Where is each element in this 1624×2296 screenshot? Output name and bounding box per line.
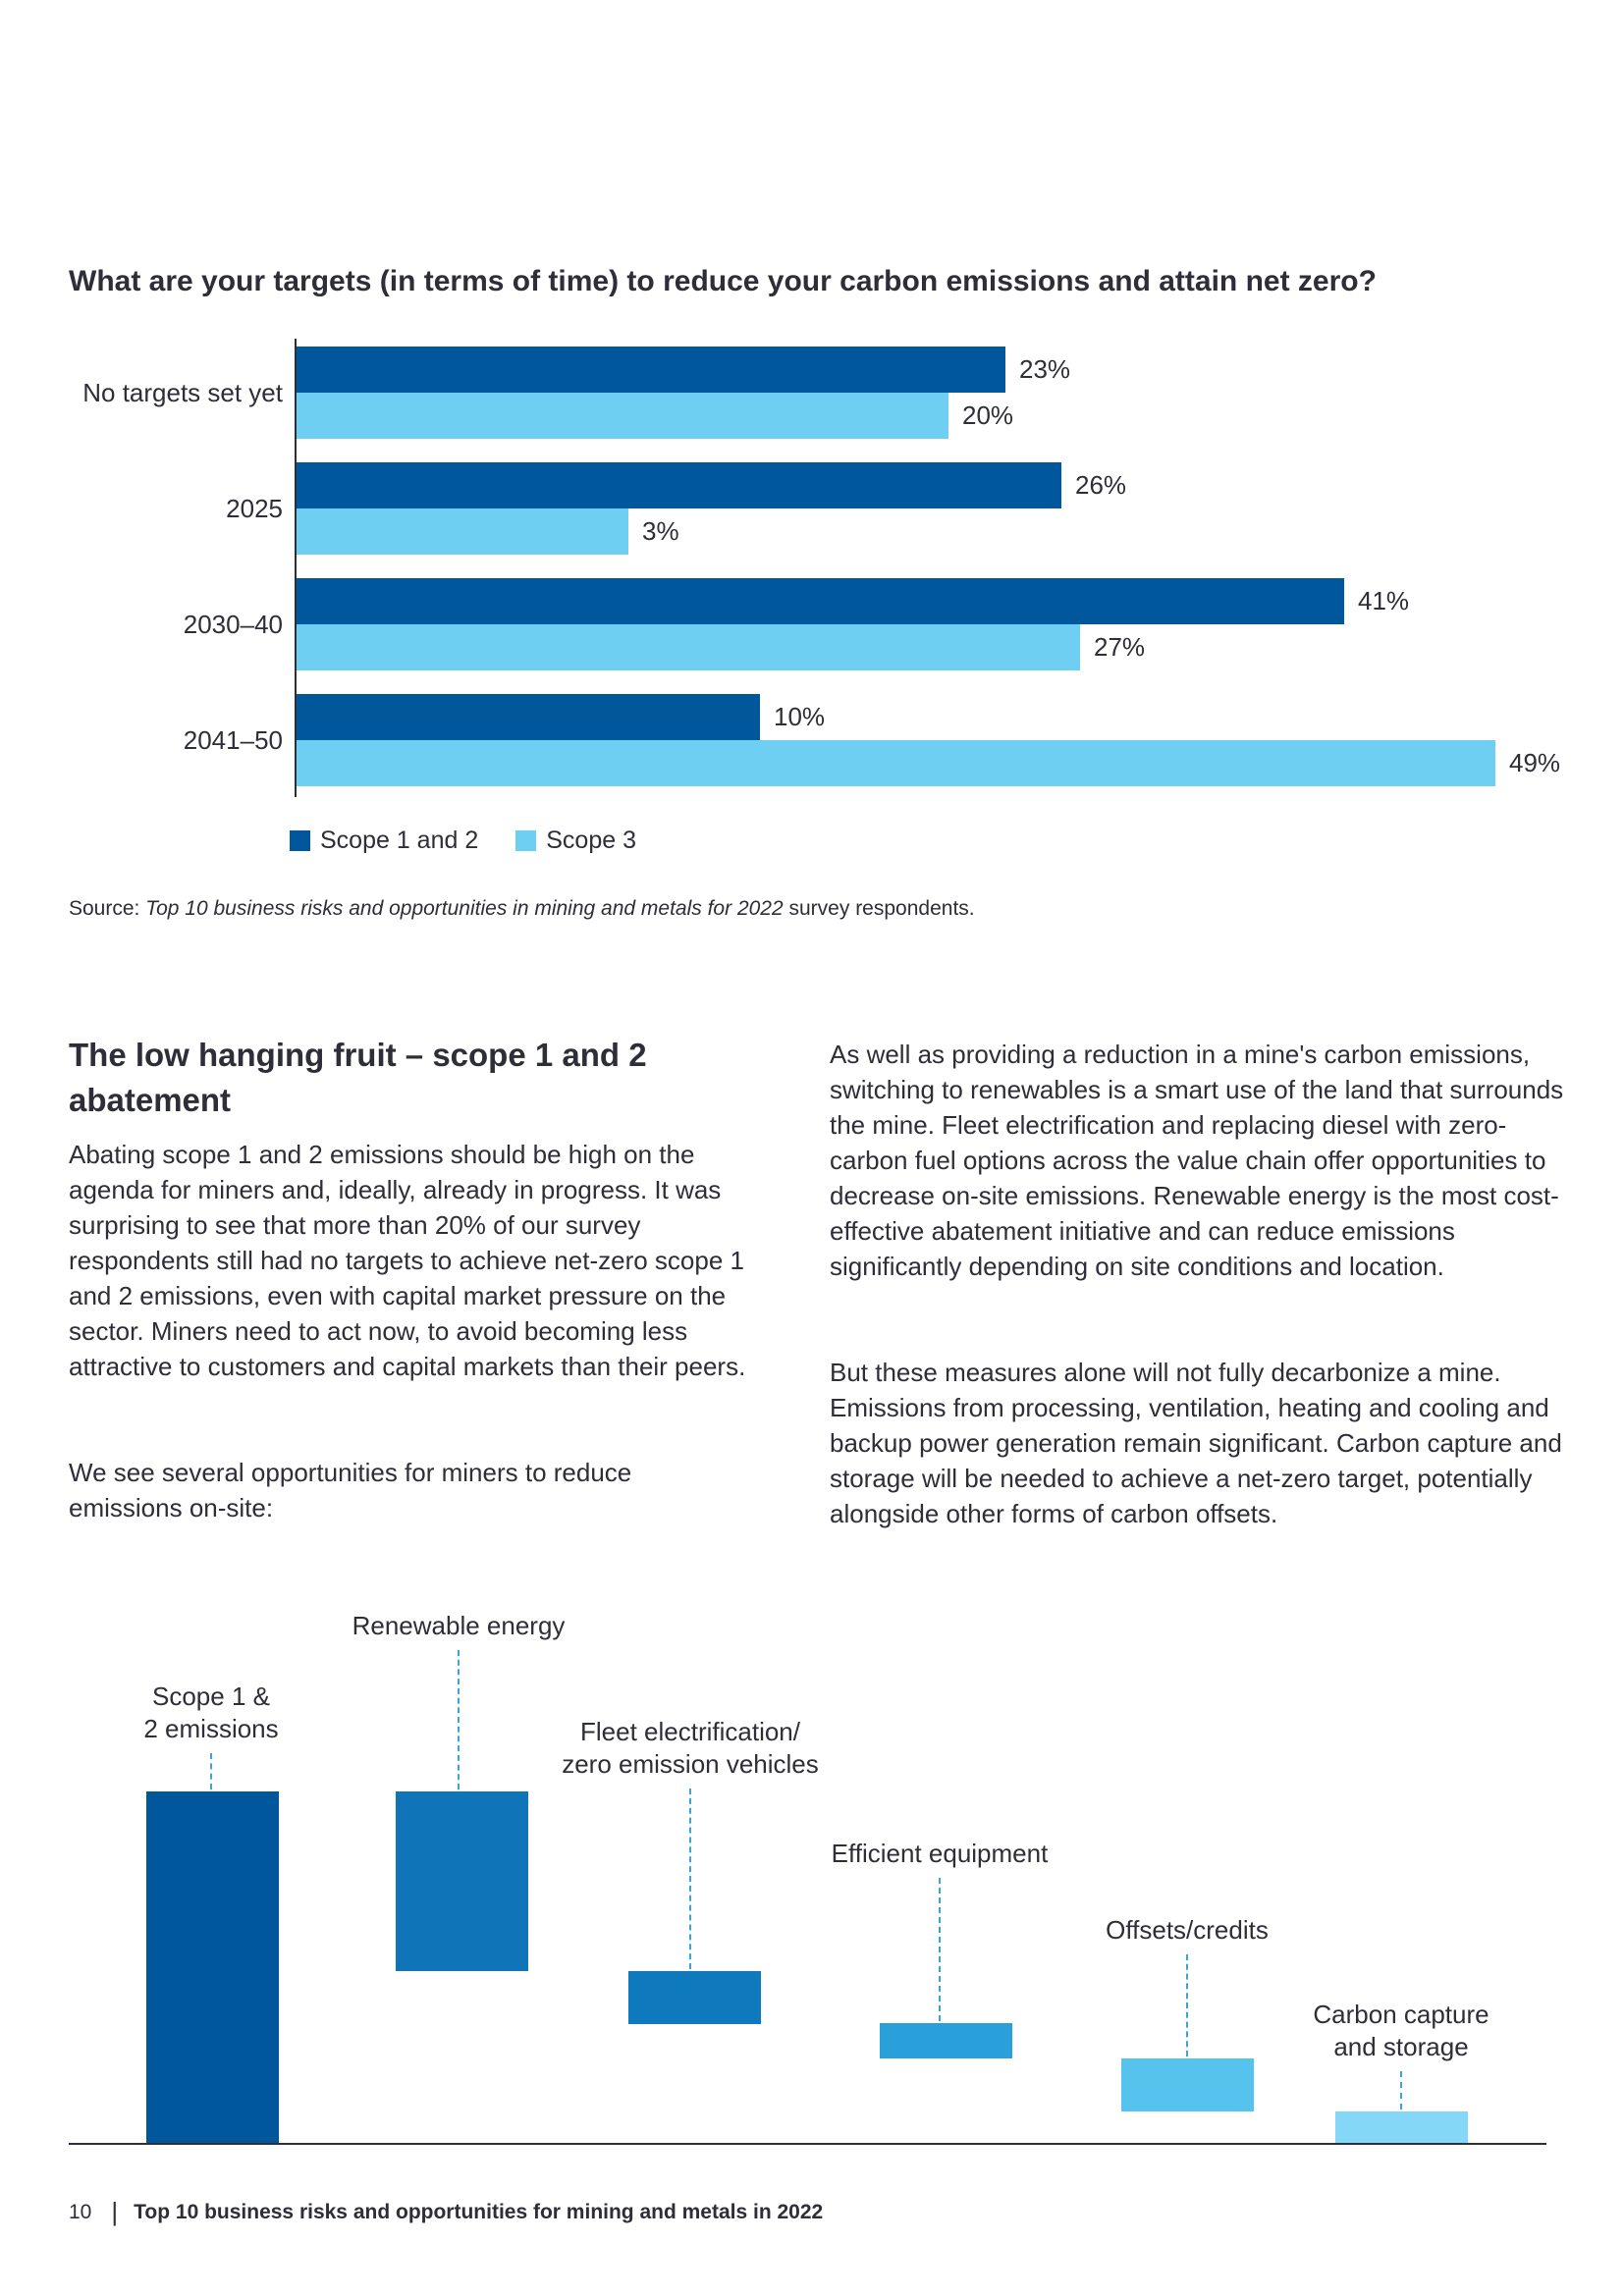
bar-scope-3 <box>297 508 628 555</box>
waterfall-step-label-line: Renewable energy <box>352 1611 566 1640</box>
category-label: 2041–50 <box>183 724 283 755</box>
waterfall-bar <box>880 2023 1012 2058</box>
waterfall-step-label: Fleet electrification/zero emission vehi… <box>445 1716 936 1781</box>
bar-scope-1-2 <box>297 462 1061 508</box>
footer-page-number: 10 <box>69 2200 92 2223</box>
waterfall-step-label-line: 2 emissions <box>143 1714 279 1743</box>
source-suffix: survey respondents. <box>783 897 975 920</box>
waterfall-step-label-line: Scope 1 & <box>152 1682 270 1711</box>
waterfall-step-label-line: Carbon capture <box>1313 2000 1489 2029</box>
legend-swatch-icon <box>515 830 537 851</box>
bar-value-label: 20% <box>962 400 1014 430</box>
page-footer: 10 | Top 10 business risks and opportuni… <box>69 2197 823 2227</box>
waterfall-connector-dashed-line <box>1400 2071 1402 2109</box>
bar-value-label: 49% <box>1509 748 1561 777</box>
waterfall-step-label: Offsets/credits <box>942 1914 1433 1947</box>
category-label: No targets set yet <box>82 377 283 407</box>
bar-scope-3 <box>297 624 1080 670</box>
bar-scope-3 <box>297 393 948 439</box>
section-heading-line2: abatement <box>69 1082 232 1118</box>
bar-scope-1-2 <box>297 347 1005 393</box>
waterfall-connector-dashed-line <box>689 1789 691 1969</box>
waterfall-bar <box>146 1791 279 2143</box>
waterfall-step-label: Efficient equipment <box>694 1838 1185 1870</box>
footer-separator: | <box>111 2197 119 2226</box>
waterfall-bar <box>628 1971 761 2024</box>
bar-value-label: 23% <box>1019 354 1071 384</box>
source-italic-title: Top 10 business risks and opportunities … <box>145 897 784 920</box>
bar-scope-1-2 <box>297 694 760 740</box>
waterfall-step-label: Renewable energy <box>213 1610 704 1642</box>
waterfall-step-label-line: Efficient equipment <box>831 1839 1049 1868</box>
survey-chart-legend: Scope 1 and 2 Scope 3 <box>290 827 636 855</box>
bar-scope-3 <box>297 740 1495 786</box>
waterfall-step-label-line: Offsets/credits <box>1106 1915 1269 1945</box>
survey-bar-chart: No targets set yet 23% 20% 2025 26% 3% 2030–40… <box>69 334 1600 805</box>
source-line: Source: Top 10 business risks and opport… <box>69 897 1443 921</box>
category-label: 2025 <box>226 493 283 523</box>
left-column-paragraph-1: Abating scope 1 and 2 emissions should b… <box>69 1140 746 1381</box>
right-column-paragraph-2: But these measures alone will not fully … <box>830 1358 1562 1528</box>
waterfall-bar <box>396 1791 528 1971</box>
bar-value-label: 27% <box>1094 632 1146 662</box>
section-heading: The low hanging fruit – scope 1 and 2 ab… <box>69 1033 776 1123</box>
legend-swatch-icon <box>290 830 310 851</box>
waterfall-bar <box>1335 2111 1468 2143</box>
legend-item: Scope 1 and 2 <box>290 827 478 855</box>
legend-label: Scope 3 <box>546 827 636 854</box>
waterfall-connector-dashed-line <box>210 1753 212 1789</box>
waterfall-step-label: Scope 1 & 2 emissions <box>0 1681 457 1745</box>
bar-scope-1-2 <box>297 578 1344 624</box>
legend-item: Scope 3 <box>515 827 636 855</box>
source-prefix: Source: <box>69 897 146 920</box>
bar-value-label: 10% <box>774 702 826 731</box>
section-heading-line1: The low hanging fruit – scope 1 and 2 <box>69 1037 647 1073</box>
waterfall-step-label-line: zero emission vehicles <box>562 1749 819 1779</box>
left-column-paragraph-2: We see several opportunities for miners … <box>69 1458 632 1522</box>
bar-value-label: 3% <box>642 516 679 546</box>
waterfall-step-label: Carbon capture and storage <box>1156 1999 1624 2063</box>
footer-report-title: Top 10 business risks and opportunities … <box>134 2200 824 2223</box>
legend-label: Scope 1 and 2 <box>320 827 479 854</box>
survey-chart-title: What are your targets (in terms of time)… <box>69 265 1377 297</box>
waterfall-axis-line <box>69 2143 1546 2145</box>
waterfall-connector-dashed-line <box>939 1878 941 2021</box>
waterfall-connector-dashed-line <box>458 1650 460 1789</box>
waterfall-connector-dashed-line <box>1186 1954 1188 2056</box>
bar-chart-axis-line <box>295 339 297 797</box>
bar-value-label: 41% <box>1358 586 1410 615</box>
bar-value-label: 26% <box>1075 470 1127 500</box>
waterfall-step-label-line: Fleet electrification/ <box>580 1717 800 1746</box>
waterfall-step-label-line: and storage <box>1333 2032 1469 2061</box>
category-label: 2030–40 <box>183 609 283 639</box>
waterfall-bar <box>1121 2058 1254 2111</box>
right-column-paragraph-1: As well as providing a reduction in a mi… <box>830 1040 1564 1281</box>
